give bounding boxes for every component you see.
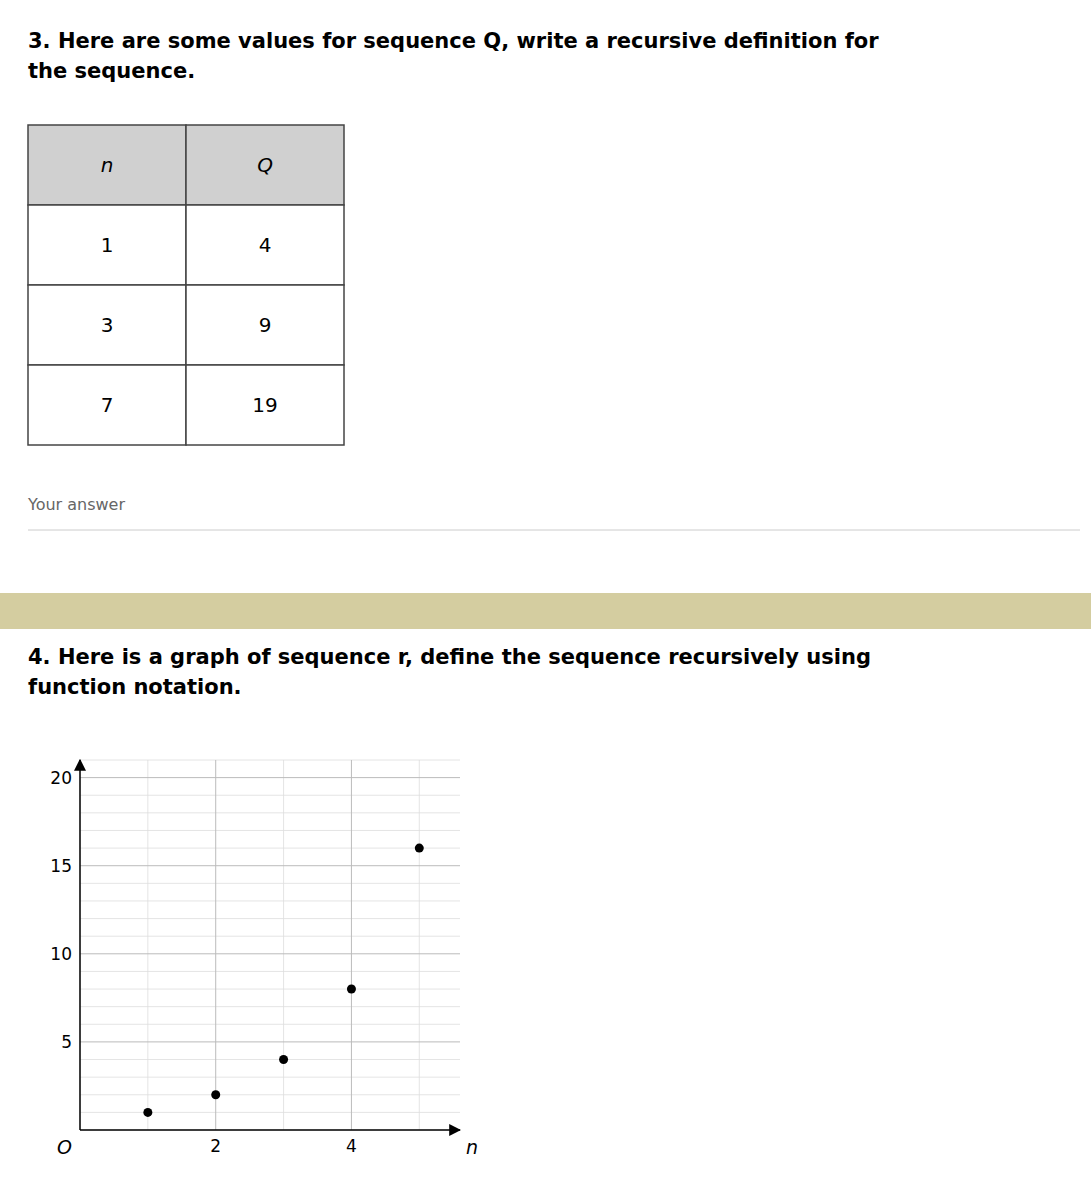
minor-grid-line: [419, 760, 420, 1130]
question-title: 4. Here is a graph of sequence r, define…: [28, 645, 871, 669]
separator: [0, 593, 1091, 629]
origin-label: O: [57, 1136, 72, 1158]
y-tick-label: 5: [61, 1032, 72, 1052]
y-tick-label: 15: [50, 856, 72, 876]
minor-grid-line: [80, 760, 81, 1130]
table-cell: [186, 205, 344, 285]
minor-grid-line: [80, 1077, 460, 1078]
table: n Q 1 4 3 9 7 19: [28, 125, 344, 445]
point: [347, 985, 356, 994]
point: [279, 1055, 288, 1064]
minor-grid-line: [80, 1094, 460, 1095]
minor-grid-line: [80, 1006, 460, 1007]
x-tick-label: 4: [346, 1136, 357, 1156]
x-axis-label: n: [466, 1136, 478, 1158]
minor-grid-line: [80, 1130, 460, 1131]
x-tick-label: 2: [210, 1136, 221, 1156]
minor-grid-line: [80, 1024, 460, 1025]
table-cell: [186, 285, 344, 365]
table-value: 7: [101, 393, 114, 417]
minor-grid-line: [283, 760, 284, 1130]
minor-grid-line: [80, 812, 460, 813]
grid-line: [80, 1041, 460, 1042]
x-axis: [80, 1129, 460, 1131]
table-header-cell: [28, 125, 186, 205]
grid: [80, 760, 460, 1130]
answer-line: [28, 530, 1080, 531]
table-cell: [28, 285, 186, 365]
grid-line: [80, 777, 460, 778]
question-4: 4. Here is a graph of sequence r, define…: [28, 645, 871, 699]
table-value: 3: [101, 313, 114, 337]
point: [143, 1108, 152, 1117]
page: 3. Here are some values for sequence Q, …: [0, 0, 1091, 1191]
grid-line: [80, 953, 460, 954]
table-value: 4: [259, 233, 272, 257]
table-value: 1: [101, 233, 114, 257]
table-header: Q: [257, 153, 273, 177]
table-value: 9: [259, 313, 272, 337]
minor-grid-line: [147, 760, 148, 1130]
table-cell: [28, 205, 186, 285]
points: [143, 844, 423, 1117]
minor-grid-line: [80, 900, 460, 901]
minor-grid-line: [80, 795, 460, 796]
y-axis: [79, 760, 81, 1130]
minor-grid-line: [80, 760, 460, 761]
question-title: 3. Here are some values for sequence Q, …: [28, 29, 879, 53]
minor-grid-line: [80, 830, 460, 831]
minor-grid-line: [80, 848, 460, 849]
question-title: function notation.: [28, 675, 242, 699]
minor-grid-line: [80, 883, 460, 884]
minor-grid-line: [80, 1059, 460, 1060]
graph: 2 4 5 10 15 20 n O: [50, 760, 478, 1158]
grid-line: [80, 865, 460, 866]
minor-grid-line: [80, 936, 460, 937]
table-cell: [28, 365, 186, 445]
answer-label: Your answer: [27, 495, 125, 514]
table-header: n: [101, 153, 114, 177]
grid-line: [351, 760, 352, 1130]
minor-grid-line: [80, 989, 460, 990]
minor-grid-line: [80, 971, 460, 972]
question-3: 3. Here are some values for sequence Q, …: [27, 29, 1080, 530]
minor-grid-line: [80, 918, 460, 919]
minor-grid-line: [80, 1112, 460, 1113]
y-tick-label: 20: [50, 768, 72, 788]
grid-line: [215, 760, 216, 1130]
y-tick-label: 10: [50, 944, 72, 964]
question-title: the sequence.: [28, 59, 195, 83]
table-value: 19: [252, 393, 277, 417]
table-header-cell: [186, 125, 344, 205]
point: [415, 844, 424, 853]
point: [211, 1090, 220, 1099]
table-cell: [186, 365, 344, 445]
